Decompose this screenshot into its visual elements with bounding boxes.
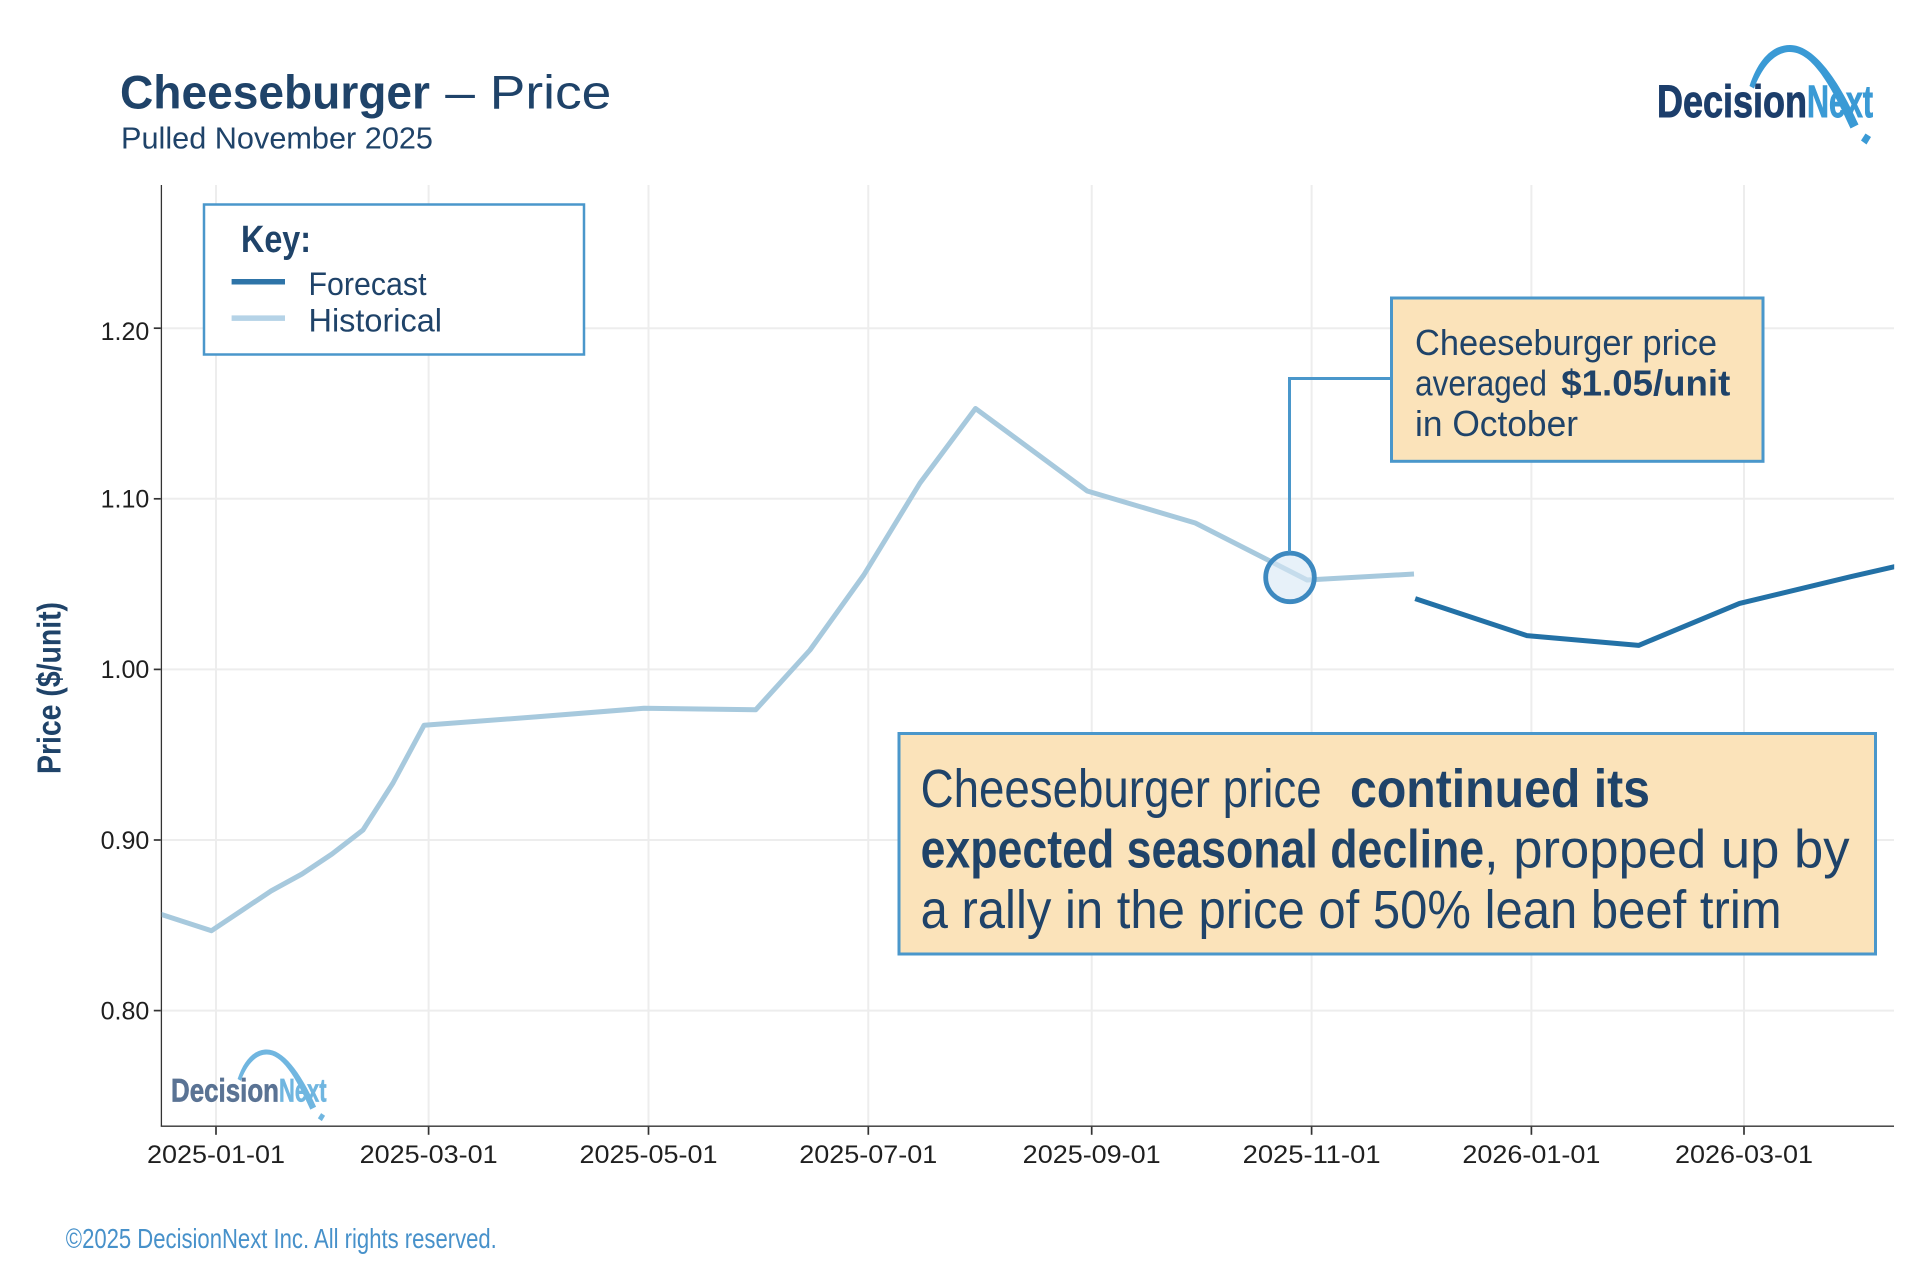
svg-text:Historical: Historical — [309, 302, 443, 338]
svg-text:a rally in the price of 50% le: a rally in the price of 50% lean beef tr… — [921, 880, 1782, 940]
svg-text:Price ($/unit): Price ($/unit) — [31, 602, 68, 774]
svg-text:, propped up by: , propped up by — [1484, 820, 1850, 880]
svg-text:continued its: continued its — [1350, 759, 1650, 819]
svg-text:2026-01-01: 2026-01-01 — [1462, 1141, 1600, 1169]
svg-text:2025-09-01: 2025-09-01 — [1023, 1141, 1161, 1169]
svg-text:Key:: Key: — [241, 219, 311, 261]
svg-text:2025-11-01: 2025-11-01 — [1243, 1141, 1381, 1169]
svg-text:averaged: averaged — [1415, 363, 1547, 404]
svg-text:Decision: Decision — [1657, 76, 1807, 127]
svg-text:2026-03-01: 2026-03-01 — [1675, 1141, 1813, 1169]
svg-text:2025-01-01: 2025-01-01 — [147, 1141, 285, 1169]
svg-text:0.80: 0.80 — [101, 997, 150, 1025]
svg-text:Decision: Decision — [171, 1071, 279, 1108]
svg-text:©2025 DecisionNext Inc. All ri: ©2025 DecisionNext Inc. All rights reser… — [66, 1223, 497, 1254]
svg-text:1.20: 1.20 — [101, 318, 150, 346]
svg-text:2025-03-01: 2025-03-01 — [360, 1141, 498, 1169]
svg-text:Pulled November 2025: Pulled November 2025 — [121, 122, 433, 156]
svg-text:Cheeseburger price: Cheeseburger price — [921, 759, 1322, 819]
svg-text:1.00: 1.00 — [101, 656, 150, 684]
svg-text:in October: in October — [1415, 403, 1578, 444]
svg-text:2025-05-01: 2025-05-01 — [580, 1141, 718, 1169]
svg-text:$1.05/unit: $1.05/unit — [1561, 363, 1730, 404]
svg-text:2025-07-01: 2025-07-01 — [799, 1141, 937, 1169]
svg-text:Cheeseburger price: Cheeseburger price — [1415, 322, 1717, 363]
svg-text:Forecast: Forecast — [309, 266, 427, 302]
svg-text:0.90: 0.90 — [101, 827, 150, 855]
svg-text:– Price: – Price — [445, 66, 611, 119]
svg-text:expected seasonal decline: expected seasonal decline — [921, 820, 1485, 880]
svg-text:1.10: 1.10 — [101, 486, 150, 514]
svg-text:Cheeseburger: Cheeseburger — [120, 66, 430, 119]
